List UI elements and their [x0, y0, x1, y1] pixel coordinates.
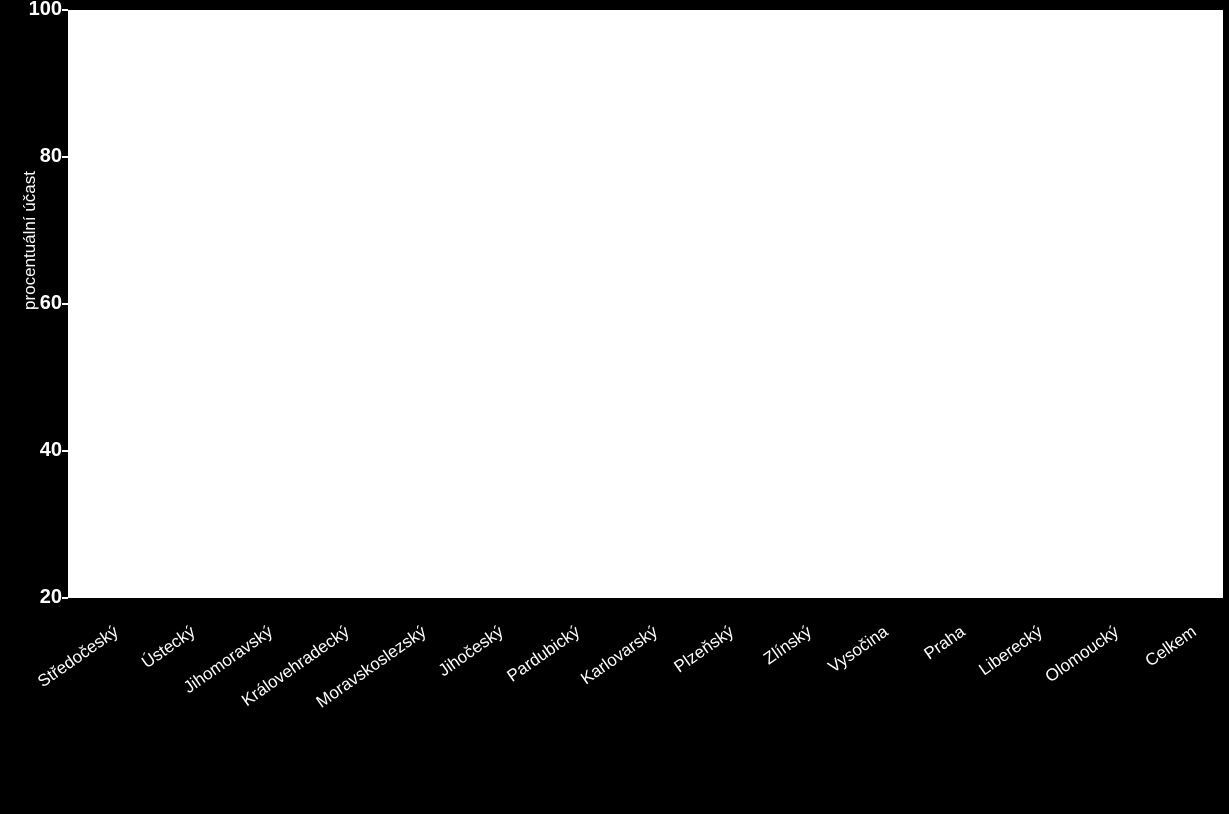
x-tick-label: Plzeňský	[671, 622, 738, 677]
chart-container: procentuální účast 20 40 60 80 100 Středočesk…	[0, 0, 1229, 814]
y-tick-mark	[62, 303, 68, 305]
y-tick-label: 60	[40, 292, 62, 315]
y-tick-mark	[62, 597, 68, 599]
x-tick-label: Olomoucký	[1042, 622, 1123, 687]
y-tick-label: 40	[40, 439, 62, 462]
x-tick-label: Praha	[921, 622, 970, 664]
x-tick-label: Liberecký	[975, 622, 1046, 680]
plot-area	[68, 10, 1223, 598]
y-tick-label: 80	[40, 145, 62, 168]
y-tick-mark	[62, 450, 68, 452]
x-tick-label: Celkem	[1142, 622, 1201, 671]
x-tick-label: Karlovarský	[577, 622, 661, 689]
x-tick-label: Jihočeský	[435, 622, 508, 681]
x-tick-label: Pardubický	[504, 622, 584, 687]
y-tick-label: 20	[40, 586, 62, 609]
x-tick-label: Ústecký	[138, 622, 199, 673]
x-tick-label: Zlínský	[760, 622, 816, 669]
y-axis-label: procentuální účast	[20, 170, 40, 310]
x-tick-label: Středočeský	[34, 622, 122, 692]
x-tick-label: Vysočina	[825, 622, 892, 678]
y-tick-mark	[62, 9, 68, 11]
y-tick-mark	[62, 156, 68, 158]
y-tick-label: 100	[29, 0, 62, 21]
